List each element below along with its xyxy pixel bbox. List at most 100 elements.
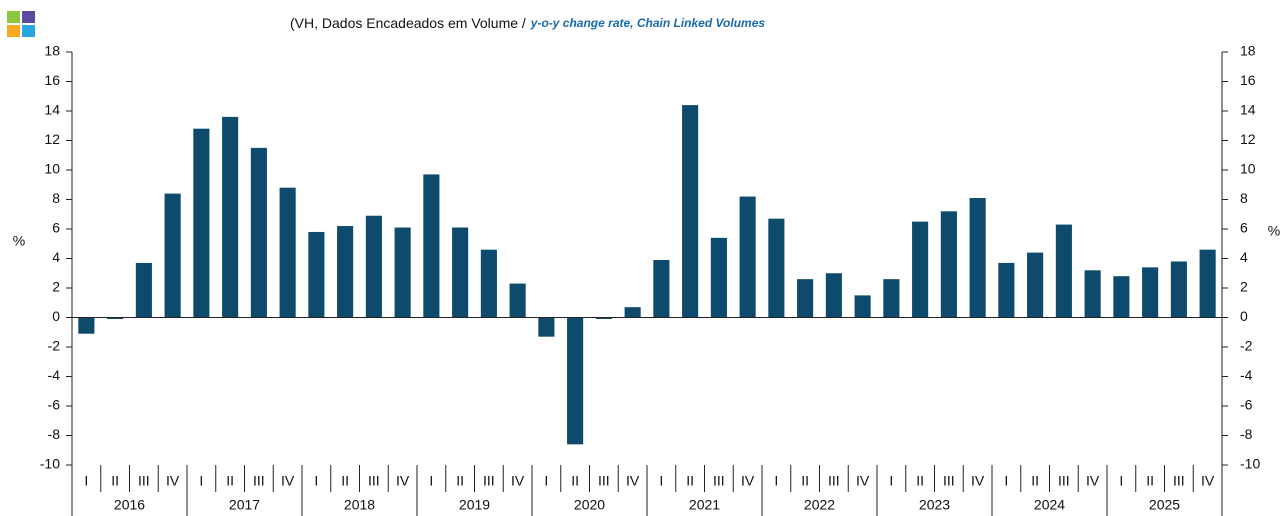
bar <box>653 259 670 318</box>
y-tick-label: 8 <box>52 190 60 206</box>
year-label: 2019 <box>459 497 490 513</box>
bar <box>250 147 267 318</box>
x-tick-label: IV <box>626 473 640 489</box>
x-tick-label: IV <box>396 473 410 489</box>
year-label: 2018 <box>344 497 375 513</box>
bar <box>365 215 382 318</box>
bar <box>1199 249 1216 318</box>
y2-tick-label: 2 <box>1240 279 1248 295</box>
bar <box>423 174 440 318</box>
bar <box>308 231 325 318</box>
x-tick-label: I <box>1119 473 1123 489</box>
bar <box>1084 270 1101 318</box>
y-tick-label: 16 <box>44 72 60 88</box>
y2-tick-label: -2 <box>1240 338 1253 354</box>
x-tick-label: II <box>111 473 119 489</box>
y2-tick-label: 0 <box>1240 308 1248 324</box>
bar <box>538 317 555 337</box>
x-tick-label: II <box>801 473 809 489</box>
y2-tick-label: -8 <box>1240 426 1253 442</box>
bar <box>567 317 584 445</box>
x-tick-label: I <box>774 473 778 489</box>
x-tick-label: III <box>598 473 610 489</box>
year-label: 2021 <box>689 497 720 513</box>
x-tick-label: III <box>253 473 265 489</box>
y2-tick-label: 4 <box>1240 249 1248 265</box>
x-tick-label: III <box>138 473 150 489</box>
bar <box>739 196 756 318</box>
x-tick-label: I <box>429 473 433 489</box>
year-label: 2016 <box>114 497 145 513</box>
bar <box>164 193 181 318</box>
x-tick-label: I <box>889 473 893 489</box>
bar <box>480 249 497 318</box>
x-tick-label: III <box>483 473 495 489</box>
y-tick-label: -10 <box>40 456 60 472</box>
y-tick-label: -6 <box>48 397 61 413</box>
x-tick-label: IV <box>1201 473 1215 489</box>
y-tick-label: 6 <box>52 220 60 236</box>
y-tick-label: 14 <box>44 102 60 118</box>
y2-tick-label: 8 <box>1240 190 1248 206</box>
x-tick-label: IV <box>166 473 180 489</box>
x-tick-label: IV <box>971 473 985 489</box>
bar <box>1055 224 1072 318</box>
title: (VH, Dados Encadeados em Volume / <box>290 15 526 31</box>
bar <box>1170 261 1187 318</box>
bar <box>394 227 411 318</box>
x-tick-label: III <box>943 473 955 489</box>
x-tick-label: II <box>341 473 349 489</box>
year-label: 2024 <box>1034 497 1065 513</box>
bar <box>193 128 210 318</box>
y2-axis-label: % <box>1268 223 1280 239</box>
x-tick-label: I <box>314 473 318 489</box>
x-tick-label: III <box>368 473 380 489</box>
y-tick-label: -4 <box>48 367 61 383</box>
bar <box>222 116 239 318</box>
y-tick-label: 10 <box>44 161 60 177</box>
bar <box>883 279 900 318</box>
y2-tick-label: 18 <box>1240 43 1256 59</box>
bar <box>710 237 727 318</box>
bar <box>969 198 986 318</box>
year-label: 2023 <box>919 497 950 513</box>
bar <box>107 317 124 319</box>
y2-tick-label: -10 <box>1240 456 1260 472</box>
x-tick-label: I <box>544 473 548 489</box>
y-axis-label: % <box>13 233 25 249</box>
bar <box>279 187 296 318</box>
y-tick-label: 2 <box>52 279 60 295</box>
x-tick-label: II <box>226 473 234 489</box>
bar <box>78 317 95 334</box>
y2-tick-label: -4 <box>1240 367 1253 383</box>
x-tick-label: II <box>916 473 924 489</box>
y-tick-label: 12 <box>44 131 60 147</box>
y-tick-label: 18 <box>44 43 60 59</box>
x-tick-label: IV <box>741 473 755 489</box>
x-tick-label: IV <box>511 473 525 489</box>
bar <box>509 283 526 318</box>
x-tick-label: III <box>713 473 725 489</box>
year-label: 2017 <box>229 497 260 513</box>
y-tick-label: 0 <box>52 308 60 324</box>
bar <box>1113 276 1130 318</box>
x-tick-label: I <box>199 473 203 489</box>
subtitle: y-o-y change rate, Chain Linked Volumes <box>530 16 766 30</box>
bar <box>797 279 814 318</box>
x-tick-label: I <box>659 473 663 489</box>
year-label: 2025 <box>1149 497 1180 513</box>
y2-tick-label: 14 <box>1240 102 1256 118</box>
bar <box>854 295 871 318</box>
bar <box>682 105 699 318</box>
bar <box>825 273 842 318</box>
x-tick-label: I <box>1004 473 1008 489</box>
x-tick-label: III <box>1058 473 1070 489</box>
x-tick-label: IV <box>1086 473 1100 489</box>
x-tick-label: II <box>1146 473 1154 489</box>
bar <box>912 221 929 318</box>
y2-tick-label: 10 <box>1240 161 1256 177</box>
bar <box>624 307 641 318</box>
y-tick-label: -2 <box>48 338 61 354</box>
x-tick-label: IV <box>281 473 295 489</box>
